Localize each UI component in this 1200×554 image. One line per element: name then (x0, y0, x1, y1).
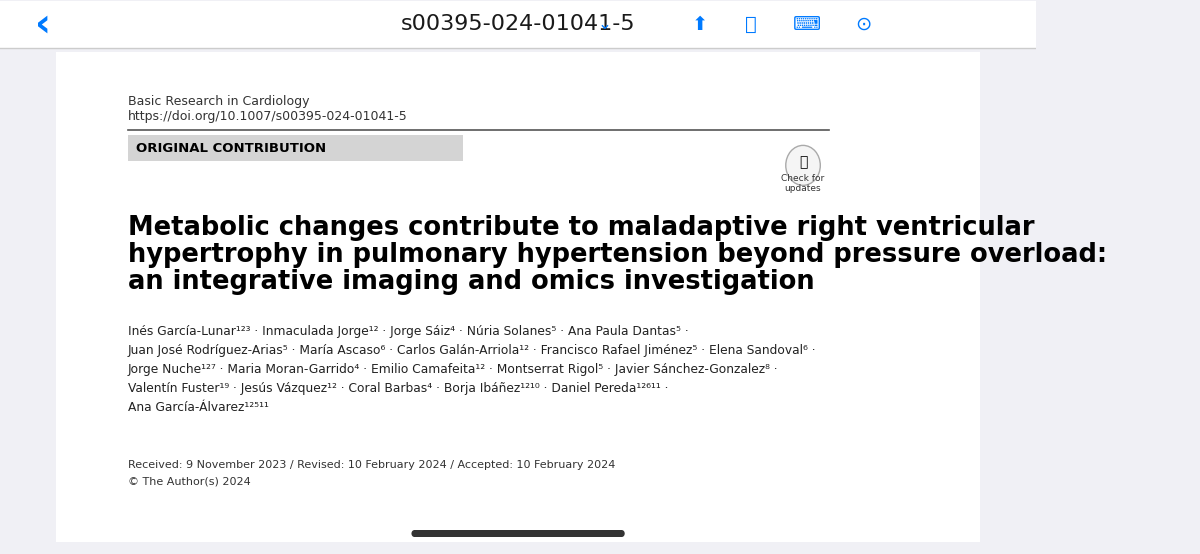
Text: s00395-024-01041-5: s00395-024-01041-5 (401, 14, 636, 34)
Circle shape (412, 530, 418, 537)
Text: Check for: Check for (781, 174, 824, 183)
Text: https://doi.org/10.1007/s00395-024-01041-5: https://doi.org/10.1007/s00395-024-01041… (127, 110, 408, 124)
Text: ⌄: ⌄ (598, 16, 611, 33)
Text: updates: updates (785, 184, 821, 193)
Text: Ana García-Álvarez¹²⁵¹¹: Ana García-Álvarez¹²⁵¹¹ (127, 401, 269, 414)
Text: 🔍: 🔍 (745, 15, 757, 34)
Bar (56, 53, 980, 542)
Text: Juan José Rodríguez-Arias⁵ · María Ascaso⁶ · Carlos Galán-Arriola¹² · Francisco : Juan José Rodríguez-Arias⁵ · María Ascas… (127, 344, 816, 357)
Text: ⌨: ⌨ (793, 15, 822, 34)
Text: ‹: ‹ (35, 6, 52, 44)
Text: ORIGINAL CONTRIBUTION: ORIGINAL CONTRIBUTION (137, 142, 326, 155)
Text: Received: 9 November 2023 / Revised: 10 February 2024 / Accepted: 10 February 20: Received: 9 November 2023 / Revised: 10 … (127, 460, 616, 470)
Text: an integrative imaging and omics investigation: an integrative imaging and omics investi… (127, 269, 815, 295)
Text: 🔄: 🔄 (799, 155, 808, 170)
Bar (0, 1, 1036, 48)
Text: Metabolic changes contribute to maladaptive right ventricular: Metabolic changes contribute to maladapt… (127, 216, 1034, 242)
Text: ⬆: ⬆ (691, 15, 708, 34)
Text: Valentín Fuster¹⁹ · Jesús Vázquez¹² · Coral Barbas⁴ · Borja Ibáñez¹²¹⁰ · Daniel : Valentín Fuster¹⁹ · Jesús Vázquez¹² · Co… (127, 382, 668, 395)
Bar (127, 135, 463, 161)
Circle shape (619, 530, 625, 537)
Text: Jorge Nuche¹²⁷ · Maria Moran-Garrido⁴ · Emilio Camafeita¹² · Montserrat Rigol⁵ ·: Jorge Nuche¹²⁷ · Maria Moran-Garrido⁴ · … (127, 363, 779, 376)
Text: ⊙: ⊙ (856, 15, 871, 34)
Circle shape (786, 145, 821, 186)
Text: Inés García-Lunar¹²³ · Inmaculada Jorge¹² · Jorge Sáiz⁴ · Núria Solanes⁵ · Ana P: Inés García-Lunar¹²³ · Inmaculada Jorge¹… (127, 325, 689, 338)
Text: Basic Research in Cardiology: Basic Research in Cardiology (127, 95, 310, 109)
Text: hypertrophy in pulmonary hypertension beyond pressure overload:: hypertrophy in pulmonary hypertension be… (127, 242, 1106, 268)
Bar (414, 530, 622, 537)
Text: © The Author(s) 2024: © The Author(s) 2024 (127, 476, 251, 486)
